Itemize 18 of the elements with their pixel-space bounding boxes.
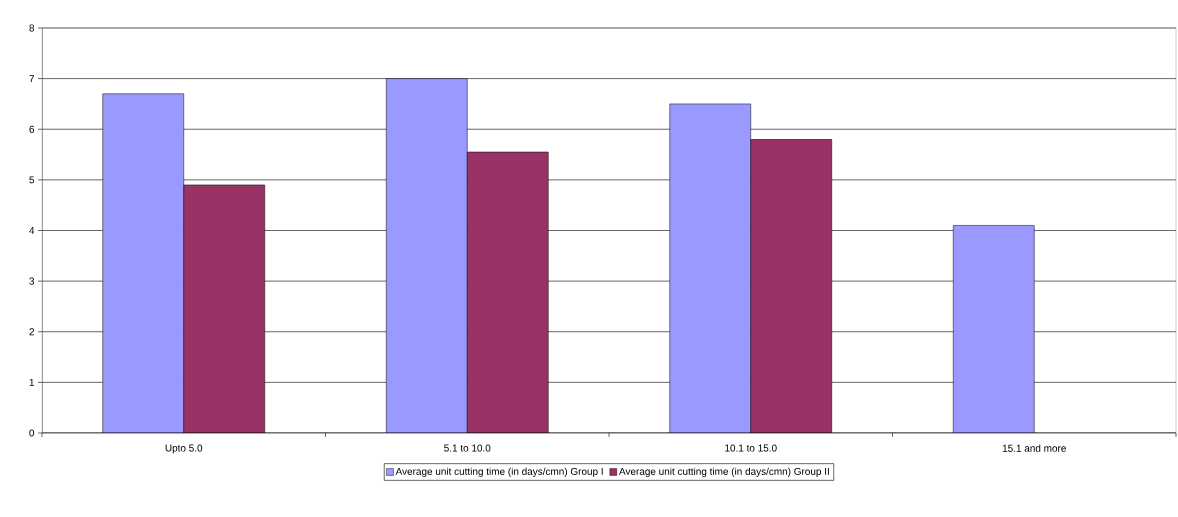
y-tick-label: 2: [29, 328, 34, 336]
x-tick-label: 15.1 and more: [1002, 444, 1066, 452]
y-tick-label: 6: [29, 125, 35, 133]
x-tick-label: Upto 5.0: [165, 444, 203, 454]
bar: [183, 184, 266, 433]
legend-label: Average unit cutting time (in days/cmn) Group I: [395, 467, 603, 477]
y-tick-label: 7: [29, 75, 34, 83]
legend-label: Average unit cutting time (in days/cmn) Group II: [619, 467, 829, 477]
bar: [467, 151, 549, 433]
y-tick-label: 4: [29, 227, 35, 234]
y-tick-label: 8: [29, 24, 35, 32]
bar: [750, 139, 833, 433]
y-tick-label: 5: [29, 176, 35, 184]
x-tick-label: 5.1 to 10.0: [444, 444, 491, 452]
x-tick-label: 10.1 to 15.0: [725, 444, 777, 452]
y-tick-label: 1: [29, 378, 35, 386]
y-tick-label: 0: [29, 429, 35, 437]
y-tick-label: 3: [29, 277, 35, 285]
